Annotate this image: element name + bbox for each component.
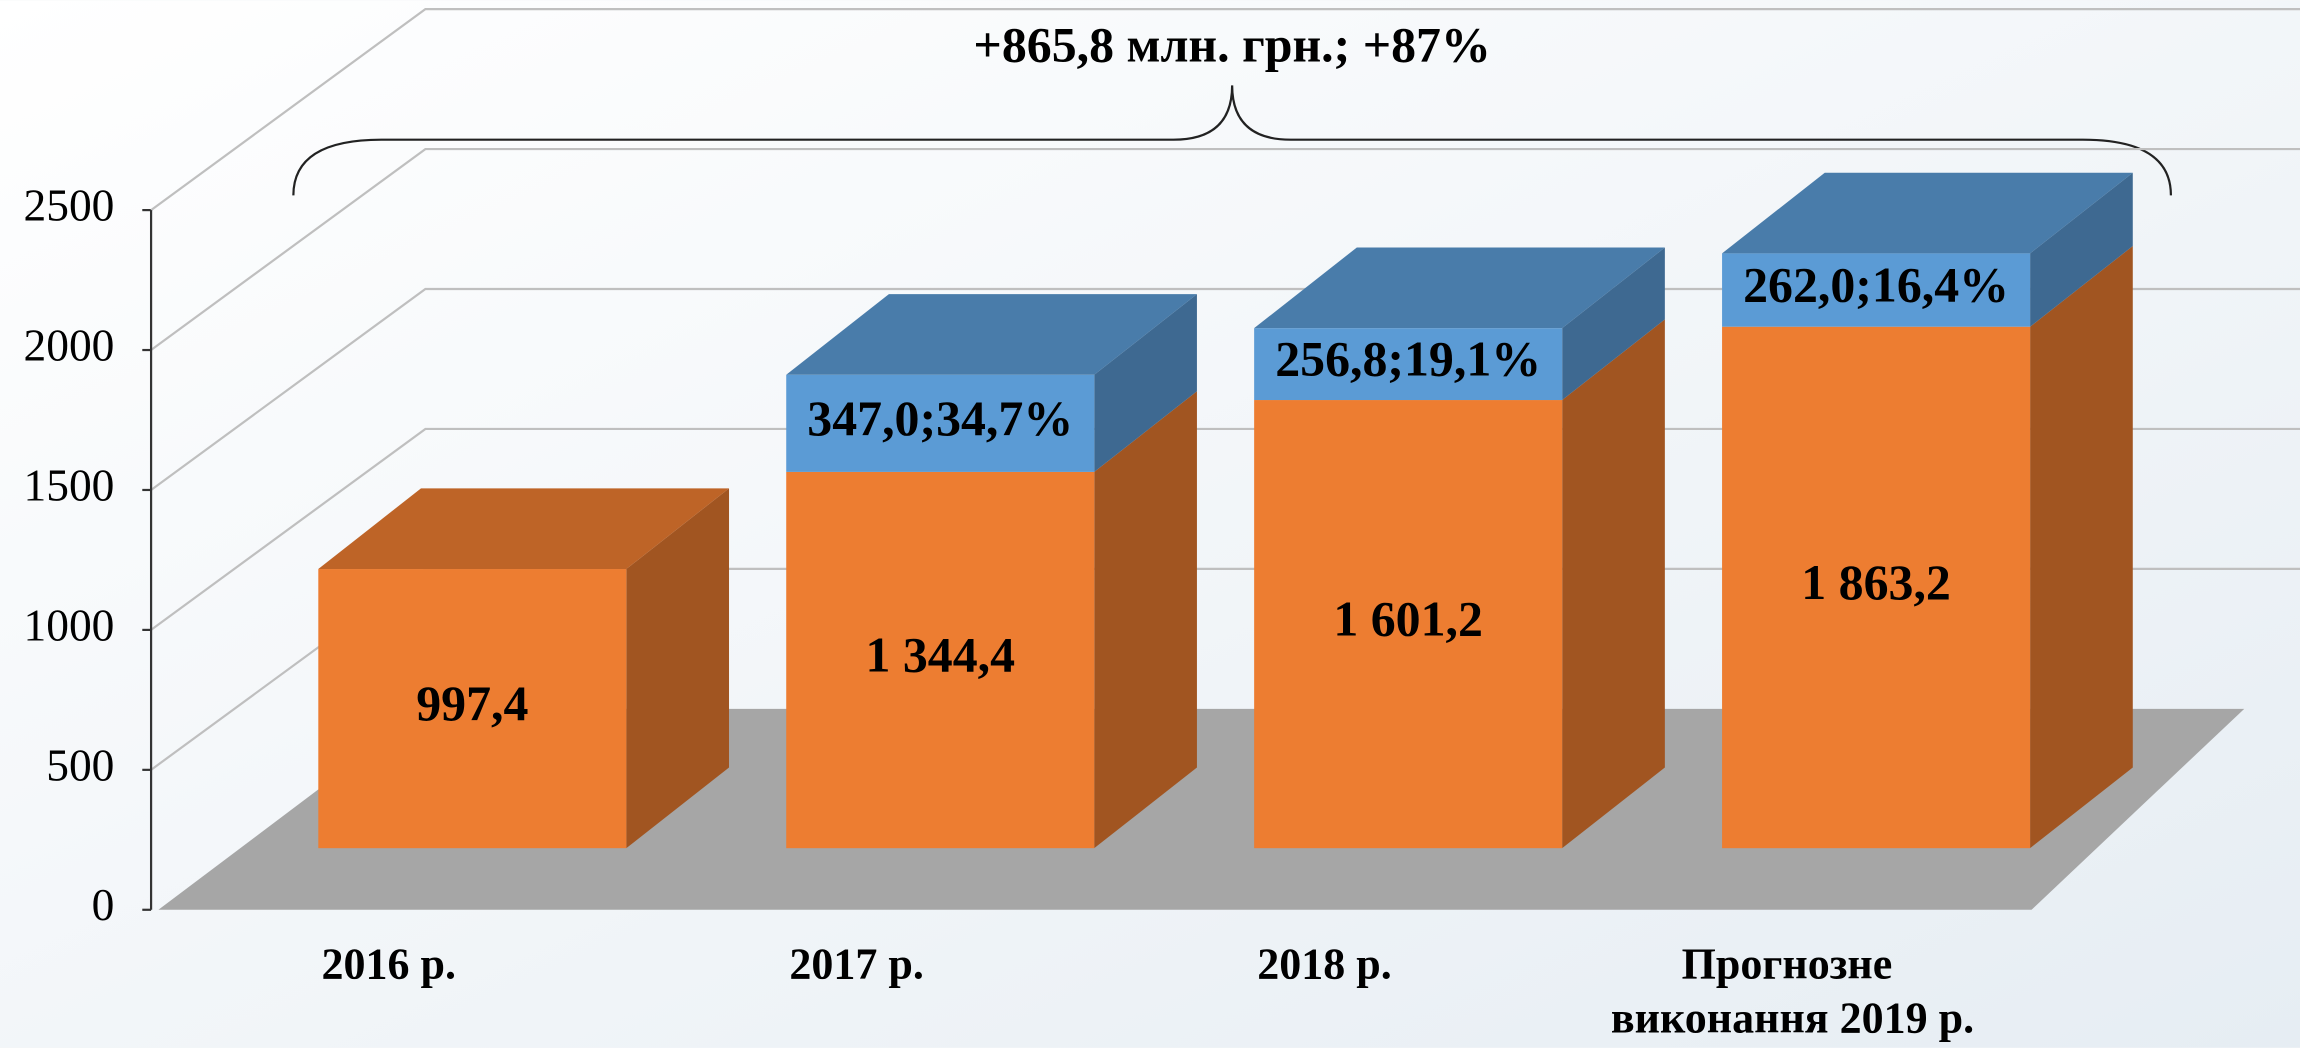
x-tick-label: 2016 р. [321,940,455,989]
bar-top [318,488,730,570]
bar [1254,400,1563,849]
bar-side [1094,294,1197,472]
data-label: 1 344,4 [865,627,1015,682]
x-tick-label: 2018 р. [1257,940,1391,989]
bar-top [1722,172,2133,254]
bar [786,471,1095,849]
data-label: 347,0;34,7% [807,391,1073,446]
bar-side [1562,319,1665,849]
bar-top [786,294,1197,375]
data-label: 262,0;16,4% [1743,257,2009,312]
bar-side [1562,247,1665,401]
bar [786,374,1095,472]
bar-side [626,488,730,849]
brace [292,85,2173,196]
y-tick-label: 0 [92,879,115,930]
bar-side [2030,246,2133,849]
bar [318,569,627,849]
bar-top [1254,247,1665,329]
y-tick-label: 2500 [23,180,114,231]
grid-line [150,8,2300,211]
data-label: 1 863,2 [1801,555,1951,610]
data-label: 997,4 [416,676,528,731]
data-label: 1 601,2 [1333,592,1483,647]
x-tick-label-line: Прогнозне [1682,940,1904,989]
bar [1254,328,1563,401]
grid-line [150,147,2300,351]
bar-side [1094,391,1197,849]
annotation: +865,8 млн. грн.; +87% [973,18,1490,73]
y-tick-label: 1500 [23,459,114,510]
x-tick-label-line: виконання 2019 р. [1611,994,1974,1043]
y-tick-label: 500 [46,739,114,790]
grid-line [150,287,2300,491]
x-tick-label: 2017 р. [789,940,923,989]
grid-line [150,427,2300,631]
y-tick-label: 2000 [23,319,114,370]
bar [1722,253,2031,327]
x-tick-label: Прогнозне виконання 2019 р. [1611,940,1974,1043]
y-tick-label: 1000 [23,599,114,650]
bar-side [2030,172,2133,327]
bar [1722,326,2031,849]
data-label: 256,8;19,1% [1275,332,1541,387]
